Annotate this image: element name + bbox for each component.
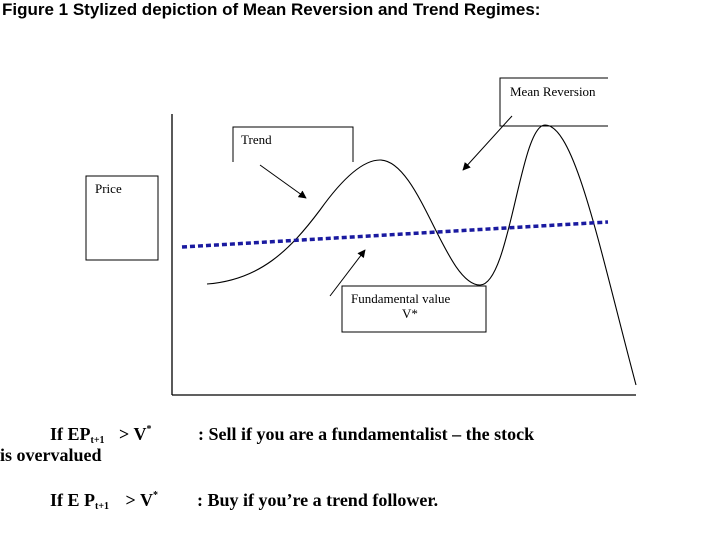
rule-1-subscript: t+1 (90, 435, 105, 446)
rule-1-condition: If EPt+1 > V* (50, 424, 151, 446)
fundamental-value-box (341, 285, 487, 333)
trend-arrow (259, 164, 307, 199)
rule-2-action: : Buy if you’re a trend follower. (197, 490, 439, 510)
fundamental-value-line (181, 220, 609, 249)
fundamental-value-symbol: V* (402, 306, 418, 321)
rule-1-superscript: * (146, 424, 152, 435)
rule-1-prefix: If EP (50, 424, 91, 444)
trend-label: Trend (241, 132, 272, 147)
figure-title: Figure 1 Stylized depiction of Mean Reve… (2, 0, 541, 19)
rule-1-operator: > V (119, 424, 147, 444)
fundamental-value-label: Fundamental value (351, 291, 451, 306)
rule-2-subscript: t+1 (95, 501, 110, 512)
mean-reversion-arrow (462, 115, 513, 171)
mean-reversion-label: Mean Reversion (510, 84, 596, 99)
rule-1-continuation: is overvalued (0, 445, 102, 465)
price-curve (206, 124, 637, 386)
price-label: Price (95, 181, 122, 196)
price-box (85, 175, 159, 261)
rule-2-prefix: If E P (50, 490, 95, 510)
rule-2-superscript: * (152, 490, 158, 501)
fundamental-value-arrow (329, 249, 366, 297)
rule-2-operator: > V (125, 490, 153, 510)
trend-box (232, 126, 354, 162)
mean-reversion-box (499, 77, 608, 127)
rule-2-condition: If E Pt+1 > V* (50, 490, 158, 512)
rule-1-action: : Sell if you are a fundamentalist – the… (198, 424, 535, 444)
